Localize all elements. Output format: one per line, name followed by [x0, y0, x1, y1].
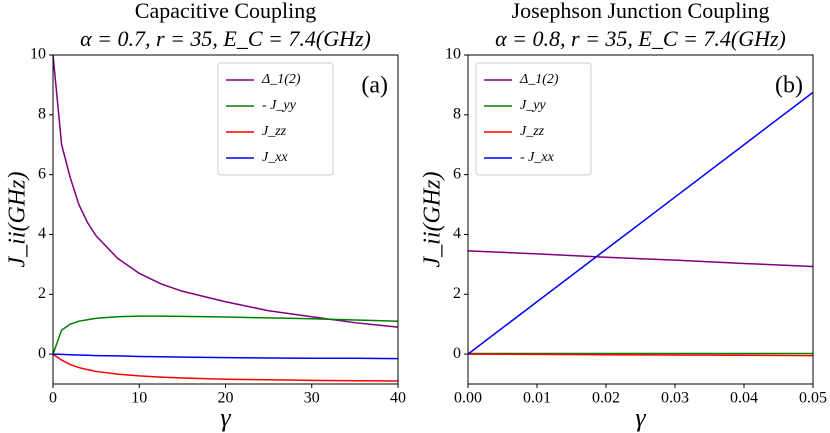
- x-tick-label: 0.02: [592, 390, 620, 407]
- x-tick-label: 0.05: [799, 390, 827, 407]
- line: [52, 353, 399, 382]
- legend-label: J_zz: [520, 124, 545, 139]
- chart-subtitle: α = 0.7, r = 35, E_C = 7.4(GHz): [80, 26, 371, 51]
- chart-title: Josephson Junction Coupling: [512, 0, 770, 23]
- legend-label: Δ_1(2): [519, 72, 559, 87]
- x-tick-label: 0.00: [454, 390, 482, 407]
- y-tick-label: 8: [453, 105, 461, 122]
- y-tick-label: 2: [453, 285, 461, 302]
- y-tick-label: 0: [453, 345, 461, 362]
- x-axis-label: γ: [220, 403, 231, 432]
- y-tick-label: 10: [445, 46, 461, 63]
- y-tick-label: 10: [30, 46, 46, 63]
- x-tick-label: 10: [131, 390, 147, 407]
- y-tick-label: 6: [38, 165, 46, 182]
- x-tick-label: 0: [49, 390, 57, 407]
- line: [52, 54, 399, 328]
- y-axis-label: J_ii(GHz): [420, 172, 446, 268]
- y-tick-label: 8: [38, 105, 46, 122]
- y-tick-label: 4: [453, 225, 461, 242]
- y-tick-label: 6: [453, 165, 461, 182]
- legend-label: - J_xx: [520, 150, 555, 165]
- legend-label: J_xx: [262, 150, 288, 165]
- legend-label: - J_yy: [262, 98, 297, 113]
- panel-annotation: (b): [775, 73, 803, 99]
- line: [52, 353, 399, 360]
- x-axis-label: γ: [635, 403, 646, 432]
- plot-frame: [52, 54, 399, 385]
- y-axis-label: J_ii(GHz): [5, 172, 31, 268]
- x-tick-label: 30: [304, 390, 320, 407]
- y-tick-label: 0: [38, 345, 46, 362]
- plot-frame: [467, 54, 814, 385]
- x-tick-label: 0.04: [730, 390, 758, 407]
- line: [52, 315, 399, 355]
- line: [467, 353, 814, 357]
- panel-annotation: (a): [361, 73, 388, 99]
- y-tick-label: 4: [38, 225, 46, 242]
- line: [467, 250, 814, 268]
- legend-label: Δ_1(2): [261, 72, 301, 87]
- line: [467, 91, 814, 355]
- x-tick-label: 0.01: [523, 390, 551, 407]
- x-tick-label: 40: [390, 390, 406, 407]
- legend-box: [475, 62, 592, 176]
- legend-box: [217, 62, 334, 176]
- x-tick-label: 20: [218, 390, 234, 407]
- legend-label: J_zz: [262, 124, 287, 139]
- x-tick-label: 0.03: [661, 390, 689, 407]
- y-tick-label: 2: [38, 285, 46, 302]
- legend-label: J_yy: [520, 98, 546, 113]
- chart-title: Capacitive Coupling: [135, 0, 316, 23]
- chart-subtitle: α = 0.8, r = 35, E_C = 7.4(GHz): [495, 26, 786, 51]
